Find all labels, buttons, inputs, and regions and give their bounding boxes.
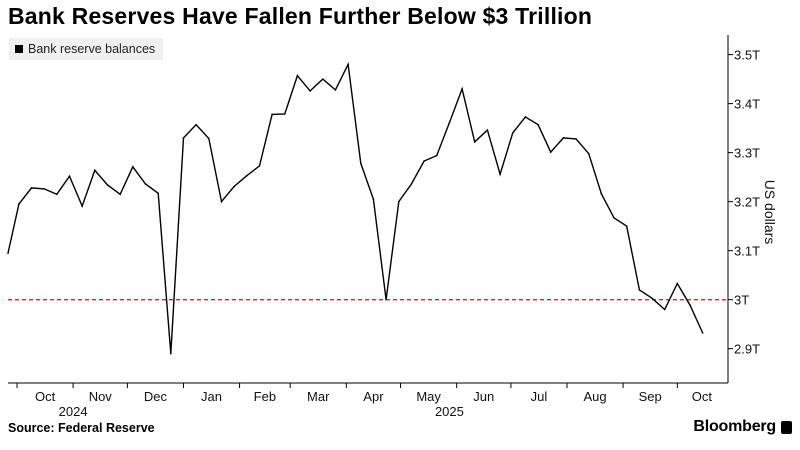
x-tick-label: Dec — [144, 389, 168, 404]
data-point — [372, 198, 375, 200]
data-point — [195, 123, 197, 126]
data-point — [233, 185, 235, 188]
data-point — [7, 252, 9, 254]
data-point — [461, 88, 463, 90]
series-group — [7, 62, 704, 355]
x-tick-label: Apr — [363, 389, 384, 404]
brand-name: Bloomberg — [693, 418, 776, 435]
data-point — [296, 74, 299, 77]
data-point — [435, 154, 438, 157]
data-point — [157, 192, 159, 195]
data-point — [423, 160, 425, 162]
data-point — [473, 141, 476, 143]
data-point — [43, 188, 45, 190]
data-point — [600, 193, 603, 195]
x-tick-label: Mar — [307, 389, 330, 404]
data-point — [499, 173, 501, 175]
y-axis-label: US dollars — [762, 180, 778, 245]
data-point — [398, 200, 400, 203]
x-tick-label: Jul — [531, 389, 548, 404]
x-tick-label: Sep — [639, 389, 662, 404]
data-point — [625, 225, 628, 227]
data-point — [587, 152, 590, 155]
data-point — [132, 166, 134, 168]
data-point — [511, 132, 514, 134]
data-point — [322, 78, 324, 80]
data-point — [271, 113, 273, 116]
y-tick-label: 3.1T — [734, 244, 760, 259]
data-point — [94, 169, 96, 172]
series-line-reserve-balances — [7, 62, 704, 354]
x-tick-label: Jun — [473, 389, 494, 404]
y-tick-label: 3.2T — [734, 195, 760, 210]
data-point — [524, 116, 527, 118]
x-tick-label: Oct — [35, 389, 56, 404]
data-point — [220, 200, 223, 203]
data-point — [182, 137, 185, 139]
data-point — [144, 183, 147, 185]
y-tick-label: 2.9T — [734, 342, 760, 357]
data-point — [309, 90, 311, 92]
data-point — [486, 129, 489, 131]
x-tick-labels: Oct Nov Dec Jan Feb Mar Apr May Jun Jul Aug Sep Oct2… — [16, 383, 713, 419]
data-point — [360, 162, 362, 165]
x-year-label: 2025 — [435, 404, 464, 419]
data-point — [689, 304, 691, 306]
y-tick-label: 3.4T — [734, 97, 760, 112]
data-point — [549, 151, 552, 153]
y-axis: 3.5T 3.4T 3.3T 3.2T 3.1T 3T 2.9T — [727, 35, 760, 383]
data-point — [246, 174, 248, 177]
data-point — [81, 205, 83, 207]
x-tick-label: Oct — [692, 389, 713, 404]
chart-title: Bank Reserves Have Fallen Further Below … — [8, 3, 593, 29]
x-tick-label: Nov — [89, 389, 113, 404]
data-point — [334, 89, 337, 91]
data-point — [170, 352, 172, 355]
x-tick-label: Aug — [583, 389, 606, 404]
legend-swatch — [15, 45, 23, 53]
data-point — [258, 165, 261, 167]
data-point — [638, 289, 641, 291]
x-year-label: 2024 — [59, 404, 88, 419]
data-point — [575, 138, 577, 140]
x-tick-label: Feb — [254, 389, 276, 404]
data-point — [119, 193, 121, 196]
x-tick-label: Jan — [201, 389, 222, 404]
data-point — [613, 217, 615, 219]
legend: Bank reserve balances — [9, 38, 164, 60]
data-point — [68, 175, 71, 177]
data-point — [701, 332, 704, 334]
legend-label: Bank reserve balances — [28, 42, 156, 56]
data-point — [106, 184, 109, 186]
data-point — [537, 123, 539, 126]
data-point — [663, 308, 666, 311]
data-point — [30, 187, 33, 189]
data-point — [676, 282, 679, 285]
y-tick-label: 3T — [734, 293, 749, 308]
y-tick-label: 3.3T — [734, 146, 760, 161]
y-tick-label: 3.5T — [734, 48, 760, 63]
data-point — [208, 137, 210, 140]
data-point — [347, 63, 349, 66]
data-point — [18, 203, 20, 205]
data-point — [651, 297, 653, 300]
x-tick-label: May — [416, 389, 441, 404]
data-point — [56, 193, 58, 196]
data-point — [284, 113, 286, 115]
data-point — [385, 298, 387, 301]
data-point — [410, 183, 413, 185]
data-point — [562, 137, 565, 139]
bloomberg-terminal-icon — [781, 421, 792, 434]
data-point — [448, 121, 451, 124]
source-note: Source: Federal Reserve — [8, 421, 155, 435]
